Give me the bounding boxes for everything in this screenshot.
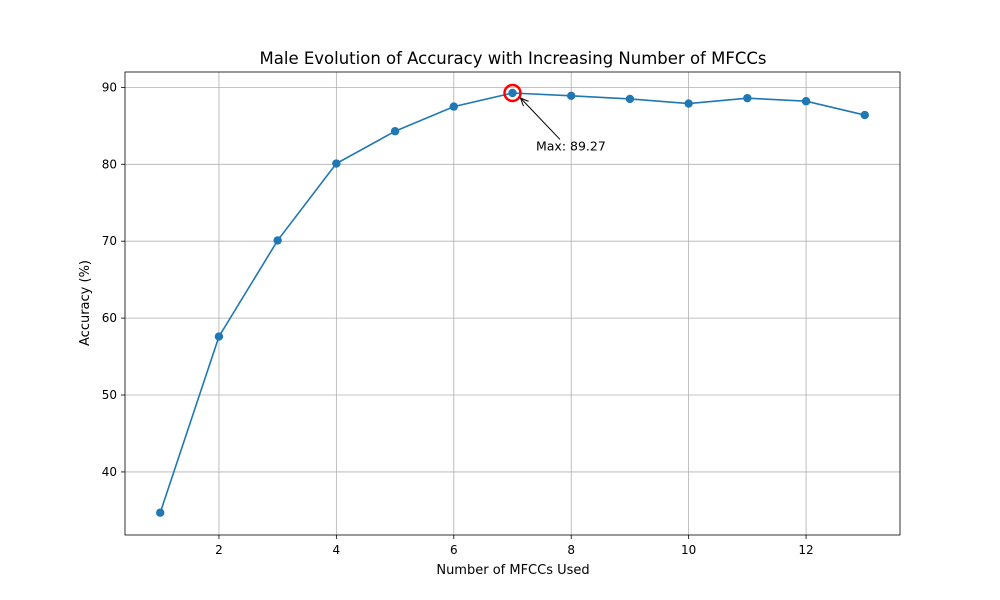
annotation-arrow-head (519, 97, 529, 107)
data-point-1 (156, 508, 165, 517)
x-axis-label: Number of MFCCs Used (436, 563, 589, 578)
x-tick-label: 10 (681, 543, 696, 557)
chart-title: Male Evolution of Accuracy with Increasi… (260, 49, 767, 68)
y-tick-label: 70 (102, 234, 117, 248)
data-point-9 (625, 94, 635, 104)
annotation-arrow-shaft (520, 97, 561, 140)
y-tick-label: 40 (102, 465, 117, 479)
y-tick-label: 80 (102, 157, 117, 171)
data-point-10 (684, 99, 693, 108)
x-tick-label: 2 (215, 543, 223, 557)
data-point-2 (214, 332, 224, 341)
data-point-5 (390, 127, 400, 136)
series-layer (156, 88, 869, 517)
data-point-11 (743, 93, 752, 103)
data-point-3 (273, 236, 282, 245)
max-annotation-label: Max: 89.27 (536, 138, 606, 153)
y-tick-label: 90 (102, 80, 117, 94)
x-tick-label: 6 (450, 543, 458, 557)
x-tick-label: 8 (567, 543, 575, 557)
data-point-13 (860, 110, 869, 120)
grid-lines (125, 72, 900, 535)
plot-frame (124, 71, 901, 536)
data-point-12 (801, 97, 811, 106)
data-point-6 (449, 102, 458, 111)
max-highlight-circle (503, 83, 522, 103)
data-point-8 (567, 91, 576, 101)
x-tick-label: 12 (798, 543, 813, 557)
y-axis-ticks: 40 50 60 70 80 90 (102, 80, 125, 479)
data-point-4 (332, 159, 341, 168)
x-tick-label: 4 (333, 543, 341, 557)
data-point-7 (508, 88, 517, 98)
y-tick-label: 60 (102, 311, 117, 325)
annotation-layer: Max: 89.27 (503, 83, 606, 153)
x-axis-ticks: 2 4 6 8 10 12 (215, 535, 814, 557)
y-tick-label: 50 (102, 388, 117, 402)
y-axis-label: Accuracy (%) (78, 260, 93, 346)
